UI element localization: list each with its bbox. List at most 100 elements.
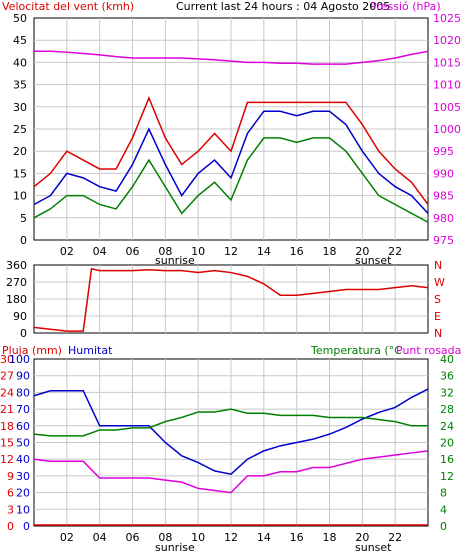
direction-degree-tick: 0 (20, 327, 27, 340)
wind-speed-tick: 30 (13, 101, 27, 114)
temperature-tick: 24 (440, 420, 454, 433)
wind-speed-tick: 10 (13, 190, 27, 203)
pressure-tick: 1010 (433, 79, 461, 92)
sunrise-label-top: sunrise (155, 254, 195, 267)
direction-compass-tick: W (434, 276, 445, 289)
direction-compass-tick: N (434, 327, 442, 340)
humidity-tick: 10 (16, 503, 30, 516)
rain-axis-title: Pluja (mm) (2, 344, 62, 357)
climate-hour-tick: 02 (60, 531, 74, 544)
wind-mid-line (33, 110, 429, 214)
direction-degree-tick: 180 (6, 293, 27, 306)
wind-hour-tick: 10 (191, 245, 205, 258)
climate-hour-tick: 04 (93, 531, 107, 544)
dewpoint-axis-title: Punt rosada (396, 344, 461, 357)
wind-hour-tick: 12 (224, 245, 238, 258)
wind-speed-tick: 25 (13, 123, 27, 136)
wind-average-line (33, 137, 429, 223)
rain-tick: 30 (0, 353, 14, 366)
rain-tick: 24 (0, 386, 14, 399)
climate-hour-tick: 12 (224, 531, 238, 544)
wind-speed-tick: 5 (20, 212, 27, 225)
rain-tick: 3 (7, 503, 14, 516)
humidity-tick: 70 (16, 403, 30, 416)
pressure-tick: 1000 (433, 123, 461, 136)
pressure-tick: 1025 (433, 12, 461, 25)
temperature-tick: 40 (440, 353, 454, 366)
humidity-line (33, 388, 429, 476)
wind-speed-tick: 0 (20, 234, 27, 247)
humidity-tick: 40 (16, 453, 30, 466)
temperature-tick: 32 (440, 386, 454, 399)
wind-speed-tick: 15 (13, 167, 27, 180)
climate-hour-tick: 06 (126, 531, 140, 544)
rain-tick: 18 (0, 420, 14, 433)
sunrise-label-bottom: sunrise (155, 541, 195, 554)
wind-hour-tick: 04 (93, 245, 107, 258)
temperature-line (33, 408, 428, 437)
pressure-tick: 1015 (433, 56, 461, 69)
humidity-tick: 20 (16, 487, 30, 500)
wind-axis-title: Velocitat del vent (kmh) (2, 0, 134, 13)
temperature-tick: 12 (440, 470, 454, 483)
wind-time-axis: 02 04 06 08 10 12 14 16 18 20 22 (60, 245, 402, 258)
pressure-tick: 985 (433, 190, 454, 203)
humidity-axis-title: Humitat (68, 344, 113, 357)
direction-series (33, 267, 429, 332)
wind-speed-tick: 35 (13, 79, 27, 92)
pressure-axis-title: Pressió (hPa) (370, 0, 441, 13)
climate-hour-tick: 20 (355, 531, 369, 544)
pressure-tick: 990 (433, 167, 454, 180)
rain-tick: 21 (0, 403, 14, 416)
chart-date-title: Current last 24 hours : 04 Agosto 2005 (176, 0, 390, 13)
wind-speed-tick: 45 (13, 34, 27, 47)
climate-hour-tick: 10 (191, 531, 205, 544)
wind-series (33, 50, 429, 223)
dewpoint-line (33, 450, 429, 494)
climate-hour-tick: 18 (323, 531, 337, 544)
wind-hour-tick: 02 (60, 245, 74, 258)
temperature-axis-title: Temperatura (°C (310, 344, 402, 357)
direction-degree-axis: 0 90 180 270 360 (6, 259, 27, 340)
humidity-tick: 60 (16, 420, 30, 433)
sunset-label-bottom: sunset (355, 541, 392, 554)
direction-compass-tick: N (434, 259, 442, 272)
humidity-tick: 90 (16, 370, 30, 383)
rain-tick: 0 (7, 520, 14, 533)
temperature-tick: 20 (440, 437, 454, 450)
rain-tick: 6 (7, 487, 14, 500)
wind-gust-line (33, 95, 429, 205)
temperature-tick: 28 (440, 403, 454, 416)
humidity-tick: 80 (16, 386, 30, 399)
direction-degree-tick: 90 (13, 310, 27, 323)
temperature-tick: 0 (440, 520, 447, 533)
climate-panel: 0369121518212427300102030405060708090100… (0, 344, 461, 554)
climate-time-axis: 02 04 06 08 10 12 14 16 18 20 22 (60, 531, 402, 544)
pressure-line (34, 50, 429, 65)
temperature-tick: 36 (440, 370, 454, 383)
pressure-tick: 980 (433, 212, 454, 225)
direction-compass-tick: S (434, 293, 441, 306)
climate-hour-tick: 08 (158, 531, 172, 544)
direction-compass-tick: E (434, 310, 441, 323)
wind-speed-tick: 20 (13, 145, 27, 158)
rain-tick: 12 (0, 453, 14, 466)
temperature-tick: 16 (440, 453, 454, 466)
wind-hour-tick: 20 (355, 245, 369, 258)
wind-hour-tick: 14 (257, 245, 271, 258)
humidity-tick: 30 (16, 470, 30, 483)
sunset-label-top: sunset (355, 254, 392, 267)
wind-hour-tick: 16 (290, 245, 304, 258)
temperature-tick: 8 (440, 487, 447, 500)
humidity-tick: 0 (23, 520, 30, 533)
pressure-tick: 995 (433, 145, 454, 158)
wind-speed-tick: 50 (13, 12, 27, 25)
direction-grid (34, 265, 428, 333)
pressure-tick: 1020 (433, 34, 461, 47)
humidity-tick: 100 (9, 353, 30, 366)
